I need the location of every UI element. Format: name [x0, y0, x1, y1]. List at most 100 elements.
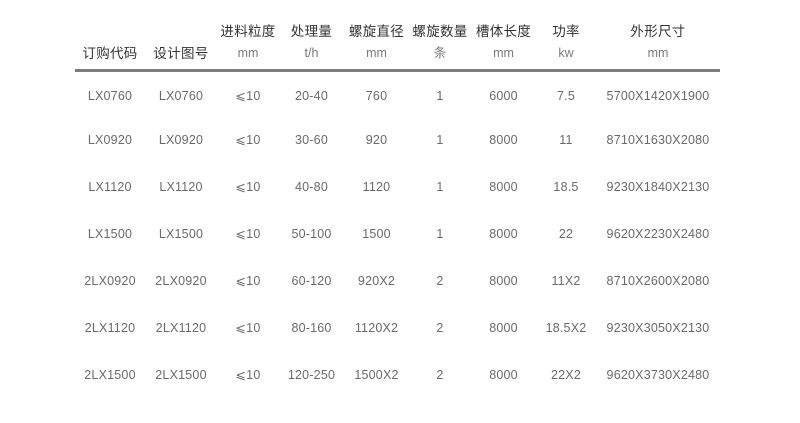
cell-spiral-diameter: 760 — [365, 88, 388, 103]
cell-feed-size: ⩽10 — [235, 179, 261, 194]
table-row: LX0920 LX0920 ⩽10 30-60 920 1 8000 11 87… — [75, 116, 720, 163]
cell-order-code: 2LX0920 — [84, 273, 136, 288]
column-header-title: 功率 — [552, 24, 580, 39]
cell-spiral-diameter: 1120 — [362, 179, 391, 194]
cell-drawing-no: 2LX1120 — [155, 320, 207, 335]
column-header-power: 功率 kw — [536, 8, 596, 66]
cell-spiral-count: 2 — [436, 273, 444, 288]
cell-capacity: 50-100 — [291, 226, 332, 241]
column-header-unit: 条 — [433, 46, 447, 60]
column-header-title: 螺旋直径 — [348, 24, 405, 39]
column-header-title: 处理量 — [290, 24, 333, 39]
cell-order-code: LX1500 — [87, 226, 133, 241]
column-header-unit: mm — [493, 46, 514, 60]
column-header-drawing-no: 设计图号 — [145, 8, 217, 66]
table-row: 2LX1500 2LX1500 ⩽10 120-250 1500X2 2 800… — [75, 351, 720, 398]
table-row: LX0760 LX0760 ⩽10 20-40 760 1 6000 7.5 5… — [75, 75, 720, 116]
cell-feed-size: ⩽10 — [235, 226, 261, 241]
cell-capacity: 30-60 — [295, 132, 328, 147]
cell-trough-length: 8000 — [489, 226, 518, 241]
cell-drawing-no: LX1120 — [159, 179, 203, 194]
cell-drawing-no: 2LX1500 — [155, 367, 207, 382]
table-row: LX1120 LX1120 ⩽10 40-80 1120 1 8000 18.5… — [75, 163, 720, 210]
cell-spiral-diameter: 1120X2 — [354, 320, 399, 335]
table-row: LX1500 LX1500 ⩽10 50-100 1500 1 8000 22 … — [75, 210, 720, 257]
column-header-title: 设计图号 — [153, 46, 209, 61]
cell-spiral-diameter: 920 — [365, 132, 388, 147]
column-header-title: 订购代码 — [82, 46, 138, 61]
cell-power: 18.5 — [553, 179, 579, 194]
table-row: 2LX0920 2LX0920 ⩽10 60-120 920X2 2 8000 … — [75, 257, 720, 304]
column-header-unit: mm — [237, 46, 259, 60]
cell-dimensions: 9230X3050X2130 — [606, 320, 710, 335]
cell-order-code: 2LX1500 — [84, 367, 136, 382]
cell-order-code: LX0920 — [87, 132, 133, 147]
header-rule-cell — [75, 66, 720, 75]
cell-dimensions: 8710X2600X2080 — [606, 273, 710, 288]
cell-trough-length: 8000 — [489, 320, 518, 335]
cell-spiral-diameter: 920X2 — [357, 273, 396, 288]
cell-spiral-diameter: 1500X2 — [354, 367, 399, 382]
column-header-unit: kw — [558, 46, 574, 60]
column-header-feed-size: 进料粒度 mm — [217, 8, 279, 66]
column-header-dimensions: 外形尺寸 mm — [596, 8, 720, 66]
column-header-unit: t/h — [304, 46, 319, 60]
cell-power: 11 — [559, 132, 573, 147]
cell-dimensions: 5700X1420X1900 — [606, 88, 710, 103]
cell-drawing-no: LX0760 — [158, 88, 204, 103]
cell-capacity: 120-250 — [287, 367, 336, 382]
cell-power: 18.5X2 — [545, 320, 587, 335]
cell-power: 22 — [558, 226, 574, 241]
cell-capacity: 40-80 — [295, 179, 328, 194]
header-divider — [75, 69, 720, 72]
column-header-title: 槽体长度 — [475, 24, 532, 39]
cell-trough-length: 8000 — [489, 367, 518, 382]
cell-spiral-count: 1 — [436, 88, 444, 103]
column-header-spiral-count: 螺旋数量 条 — [409, 8, 471, 66]
cell-power: 7.5 — [557, 88, 575, 103]
cell-drawing-no: 2LX0920 — [155, 273, 207, 288]
cell-feed-size: ⩽10 — [235, 367, 261, 382]
cell-feed-size: ⩽10 — [235, 273, 261, 288]
column-header-spiral-diameter: 螺旋直径 mm — [344, 8, 409, 66]
column-header-trough-length: 槽体长度 mm — [471, 8, 536, 66]
cell-capacity: 20-40 — [295, 88, 328, 103]
header-row: 订购代码 设计图号 进料粒度 mm — [75, 8, 720, 66]
table-header: 订购代码 设计图号 进料粒度 mm — [75, 8, 720, 75]
cell-spiral-count: 1 — [436, 226, 444, 241]
cell-trough-length: 8000 — [489, 273, 518, 288]
cell-feed-size: ⩽10 — [235, 320, 261, 335]
cell-spiral-diameter: 1500 — [362, 226, 391, 241]
cell-feed-size: ⩽10 — [235, 132, 261, 147]
column-header-capacity: 处理量 t/h — [279, 8, 344, 66]
cell-trough-length: 8000 — [489, 132, 518, 147]
cell-spiral-count: 2 — [436, 367, 444, 382]
cell-dimensions: 9230X1840X2130 — [606, 179, 710, 194]
cell-spiral-count: 1 — [436, 179, 444, 194]
column-header-order-code: 订购代码 — [75, 8, 145, 66]
cell-power: 11X2 — [551, 273, 581, 288]
header-rule-row — [75, 66, 720, 75]
cell-order-code: 2LX1120 — [84, 320, 136, 335]
column-header-unit: mm — [647, 46, 669, 60]
cell-power: 22X2 — [551, 367, 581, 382]
specification-table: 订购代码 设计图号 进料粒度 mm — [75, 8, 720, 398]
cell-dimensions: 9620X3730X2480 — [606, 367, 710, 382]
table-body: LX0760 LX0760 ⩽10 20-40 760 1 6000 7.5 5… — [75, 75, 720, 398]
cell-dimensions: 9620X2230X2480 — [606, 226, 710, 241]
column-header-title: 进料粒度 — [220, 24, 276, 39]
cell-spiral-count: 1 — [436, 132, 444, 147]
column-header-title: 螺旋数量 — [412, 24, 468, 39]
cell-drawing-no: LX1500 — [158, 226, 204, 241]
column-header-unit: mm — [366, 46, 387, 60]
cell-spiral-count: 2 — [436, 320, 444, 335]
cell-trough-length: 8000 — [489, 179, 518, 194]
cell-capacity: 80-160 — [291, 320, 332, 335]
table-row: 2LX1120 2LX1120 ⩽10 80-160 1120X2 2 8000… — [75, 304, 720, 351]
cell-order-code: LX1120 — [88, 179, 132, 194]
cell-trough-length: 6000 — [489, 88, 518, 103]
cell-dimensions: 8710X1630X2080 — [606, 132, 710, 147]
cell-drawing-no: LX0920 — [158, 132, 204, 147]
cell-feed-size: ⩽10 — [235, 88, 261, 103]
